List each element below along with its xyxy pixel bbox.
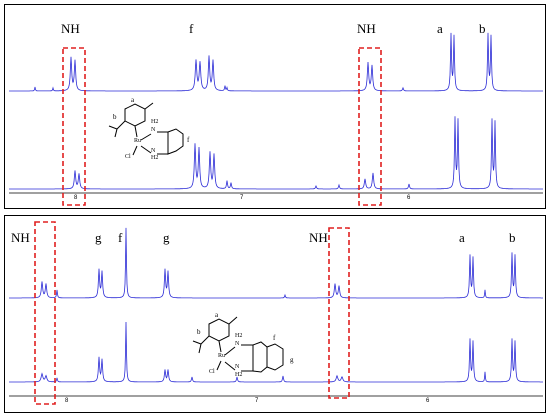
bottom-label-f: f bbox=[118, 230, 123, 245]
bottom-molecule-structure bbox=[192, 316, 284, 373]
bottom-tick-7: 7 bbox=[255, 398, 259, 404]
bottom-mol-cl: Cl bbox=[209, 369, 215, 375]
top-spectrum-svg bbox=[9, 32, 543, 206]
bottom-lower-trace bbox=[9, 321, 543, 383]
top-mol-a: a bbox=[131, 96, 135, 104]
bottom-mol-f: f bbox=[273, 334, 276, 342]
bottom-label-nh-right: NH bbox=[309, 230, 328, 245]
top-mol-cl: Cl bbox=[125, 154, 131, 160]
bottom-mol-h2-lower: H2 bbox=[235, 372, 243, 378]
top-tick-8: 8 bbox=[74, 195, 78, 201]
top-nh-box-right bbox=[358, 47, 382, 206]
top-mol-h2-upper: H2 bbox=[151, 119, 159, 125]
bottom-spectrum-panel: 8 7 6 NH g f g NH a b a b H2 N N H2 Ru C… bbox=[4, 215, 546, 413]
bottom-mol-n-upper: N bbox=[235, 341, 240, 347]
top-label-b: b bbox=[479, 21, 486, 36]
bottom-label-g-left: g bbox=[95, 230, 102, 245]
bottom-mol-b: b bbox=[197, 328, 201, 336]
bottom-mol-ru: Ru bbox=[218, 353, 226, 359]
top-label-nh-left: NH bbox=[61, 21, 80, 36]
top-mol-b: b bbox=[113, 113, 117, 121]
bottom-nh-box-left bbox=[34, 221, 56, 405]
top-mol-f: f bbox=[187, 136, 190, 144]
bottom-spectrum-svg bbox=[9, 221, 543, 405]
bottom-tick-6: 6 bbox=[426, 398, 430, 404]
bottom-nh-box-right bbox=[328, 227, 350, 399]
top-mol-ru: Ru bbox=[134, 138, 142, 144]
top-mol-n-lower: N bbox=[151, 148, 156, 154]
top-spectrum-panel: 8 7 6 NH f NH a b a b H2 N N H2 Ru Cl f bbox=[4, 4, 546, 209]
top-tick-6: 6 bbox=[407, 195, 411, 201]
bottom-label-b: b bbox=[509, 230, 516, 245]
top-label-f: f bbox=[189, 21, 194, 36]
bottom-tick-8: 8 bbox=[65, 398, 69, 404]
top-mol-n-upper: N bbox=[151, 127, 156, 133]
bottom-label-g-right: g bbox=[163, 230, 170, 245]
top-upper-trace bbox=[9, 32, 543, 92]
top-mol-h2-lower: H2 bbox=[151, 155, 159, 161]
bottom-label-a: a bbox=[459, 230, 465, 245]
top-label-a: a bbox=[437, 21, 443, 36]
top-nh-box-left bbox=[62, 47, 86, 206]
top-label-nh-right: NH bbox=[357, 21, 376, 36]
top-molecule-structure bbox=[108, 102, 184, 156]
bottom-mol-n-lower: N bbox=[235, 364, 240, 370]
bottom-mol-g: g bbox=[290, 356, 294, 364]
bottom-mol-h2-upper: H2 bbox=[235, 333, 243, 339]
bottom-label-nh-left: NH bbox=[11, 230, 30, 245]
top-tick-7: 7 bbox=[240, 195, 244, 201]
top-lower-trace bbox=[9, 116, 543, 190]
bottom-upper-trace bbox=[9, 227, 543, 299]
bottom-mol-a: a bbox=[215, 311, 219, 319]
